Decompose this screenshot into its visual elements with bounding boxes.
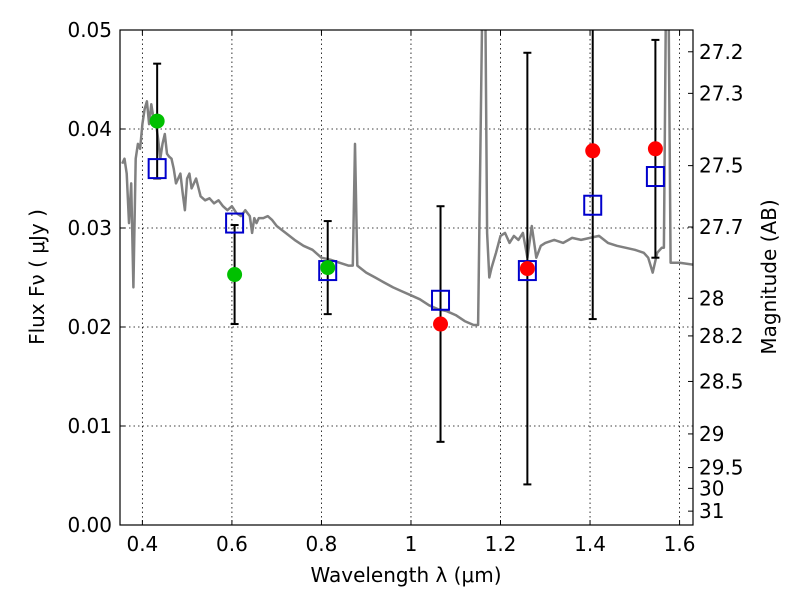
y2-tick-label: 27.2 (699, 40, 744, 64)
model-square (431, 289, 451, 311)
observed-point (647, 141, 663, 157)
y-axis: 0.00 0.01 0.02 0.03 0.04 0.05 (67, 18, 125, 537)
observed-point (519, 261, 535, 277)
y2-tick-label: 31 (699, 499, 724, 523)
x-tick-label: 1.4 (574, 532, 606, 556)
y-axis-label: Flux Fν ( μJy ) (25, 209, 49, 345)
y-tick-label: 0.03 (67, 216, 112, 240)
model-square (583, 194, 603, 216)
x-tick-label: 1.6 (664, 532, 696, 556)
model-square (147, 158, 167, 180)
x-tick-label: 0.8 (306, 532, 338, 556)
model-square (645, 166, 665, 188)
y-tick-label: 0.05 (67, 18, 112, 42)
observed-point (433, 316, 449, 332)
x-tick-label: 1 (405, 532, 418, 556)
y2-tick-label: 28 (699, 286, 724, 310)
y2-tick-label: 27.7 (699, 215, 744, 239)
plot-frame (119, 29, 694, 526)
y-tick-label: 0.01 (67, 414, 112, 438)
x-tick-label: 1.2 (485, 532, 517, 556)
model-square (225, 212, 245, 234)
observed-point (585, 143, 601, 159)
y-tick-label: 0.02 (67, 315, 112, 339)
observed-point (227, 267, 243, 283)
y2-tick-label: 28.2 (699, 324, 744, 348)
y2-tick-label: 29.5 (699, 456, 744, 480)
x-tick-label: 0.4 (126, 532, 158, 556)
model-square (517, 260, 537, 282)
y2-axis-label: Magnitude (AB) (757, 199, 781, 354)
y-tick-label: 0.04 (67, 117, 112, 141)
x-axis: 0.4 0.6 0.8 1 1.2 1.4 1.6 (126, 30, 695, 556)
x-axis-label: Wavelength λ (μm) (310, 563, 501, 587)
y2-tick-label: 28.5 (699, 369, 744, 393)
y2-tick-label: 27.5 (699, 154, 744, 178)
plot-area (121, 30, 693, 327)
data-points (147, 113, 665, 332)
x-tick-label: 0.6 (216, 532, 248, 556)
observed-point (320, 260, 336, 276)
y2-tick-label: 27.3 (699, 81, 744, 105)
y-tick-label: 0.00 (67, 513, 112, 537)
plot-background (120, 30, 693, 525)
observed-point (149, 113, 165, 129)
y2-tick-label: 29 (699, 422, 724, 446)
spectrum-line (121, 30, 693, 327)
y2-tick-label: 30 (699, 476, 724, 500)
